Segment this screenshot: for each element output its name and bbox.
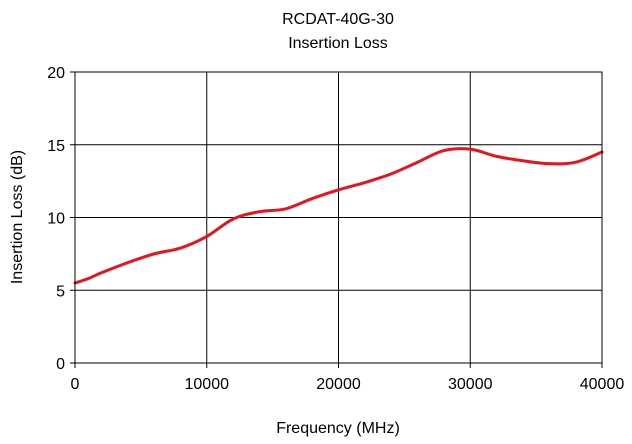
x-tick-label: 10000 (185, 376, 230, 393)
x-axis-ticks: 0 10000 20000 30000 40000 (71, 363, 625, 393)
chart-title: RCDAT-40G-30 (282, 11, 394, 28)
series-line (73, 147, 604, 285)
x-tick-label: 0 (71, 376, 80, 393)
y-tick-label: 0 (56, 356, 65, 373)
y-tick-label: 20 (47, 65, 65, 82)
y-tick-label: 5 (56, 283, 65, 300)
y-tick-label: 10 (47, 211, 65, 228)
x-axis-label: Frequency (MHz) (276, 420, 400, 437)
grid (74, 71, 603, 364)
y-axis-label: Insertion Loss (dB) (9, 150, 26, 284)
series-layer (73, 147, 604, 285)
x-tick-label: 30000 (448, 376, 493, 393)
x-tick-label: 40000 (580, 376, 625, 393)
y-tick-label: 15 (47, 138, 65, 155)
chart-subtitle: Insertion Loss (288, 35, 388, 52)
y-axis-ticks: 0 5 10 15 20 (47, 65, 75, 373)
x-tick-label: 20000 (316, 376, 361, 393)
